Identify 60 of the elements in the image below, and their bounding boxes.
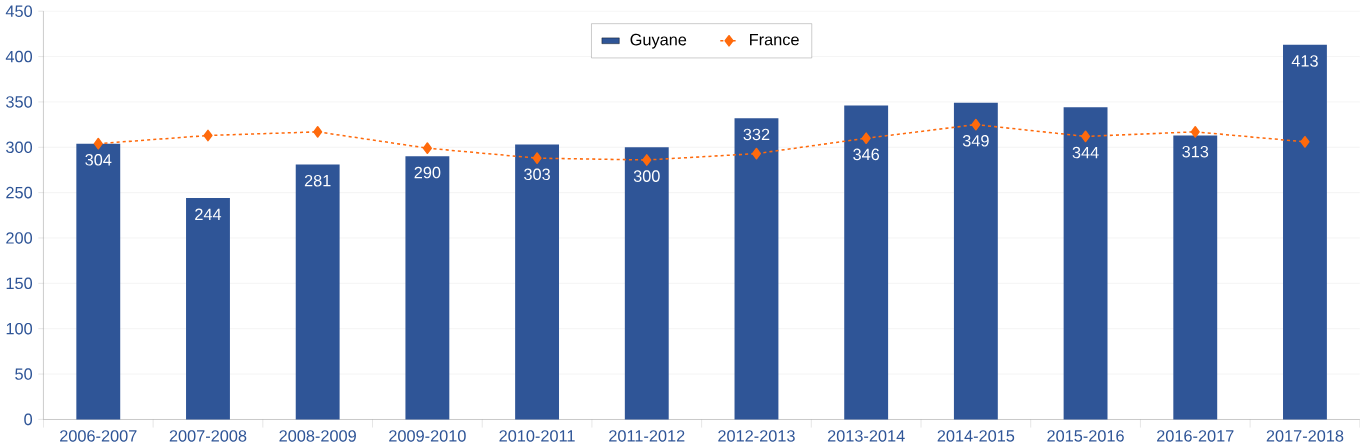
- bar: [734, 118, 779, 420]
- bar: [76, 143, 121, 420]
- x-tick-label: 2009-2010: [389, 430, 466, 442]
- data-label: 244: [195, 208, 222, 220]
- x-tick-label: 2008-2009: [279, 430, 356, 442]
- data-label: 413: [1291, 55, 1318, 67]
- bar: [405, 156, 450, 420]
- point: [203, 129, 213, 142]
- x-tick-label: 2016-2017: [1157, 430, 1234, 442]
- data-label: 332: [743, 128, 770, 141]
- data-label: 313: [1182, 145, 1209, 158]
- point: [1190, 125, 1200, 138]
- x-tick-label: 2017-2018: [1266, 430, 1344, 442]
- legend-label: Guyane: [630, 33, 687, 49]
- y-tick-label: 50: [15, 368, 33, 380]
- point: [313, 125, 323, 138]
- y-tick-label: 250: [6, 186, 33, 199]
- legend-label: France: [750, 33, 799, 46]
- y-tick-label: 450: [5, 5, 33, 17]
- data-label: 346: [853, 148, 880, 161]
- bar: [953, 102, 998, 420]
- data-label: 344: [1072, 146, 1099, 159]
- data-label: 300: [633, 170, 660, 182]
- bar: [1063, 107, 1108, 420]
- x-tick-label: 2015-2016: [1047, 430, 1124, 442]
- point: [532, 152, 542, 164]
- point: [861, 132, 871, 145]
- y-tick-label: 200: [6, 232, 33, 244]
- bar: [295, 164, 340, 420]
- bar: [1173, 135, 1218, 420]
- point: [422, 142, 432, 154]
- point: [1080, 130, 1091, 143]
- x-tick-label: 2011-2012: [609, 430, 685, 442]
- bar: [186, 198, 230, 420]
- y-tick-label: 400: [5, 50, 33, 63]
- x-tick-label: 2012-2013: [718, 430, 795, 442]
- x-tick-label: 2010-2011: [499, 430, 575, 442]
- data-label: 290: [414, 166, 441, 179]
- point: [971, 118, 981, 131]
- bar: [1283, 44, 1327, 420]
- data-label: 304: [85, 154, 112, 166]
- bar: [515, 144, 560, 420]
- bar: [624, 147, 669, 420]
- y-tick-label: 350: [6, 96, 33, 108]
- data-label: 281: [304, 174, 331, 187]
- x-tick-label: 2007-2008: [169, 430, 247, 442]
- x-tick-label: 2006-2007: [60, 430, 137, 442]
- data-label: 303: [524, 168, 550, 181]
- y-tick-label: 300: [6, 141, 33, 153]
- data-label: 349: [962, 134, 989, 147]
- x-tick-label: 2014-2015: [937, 430, 1015, 442]
- bar: [844, 105, 889, 420]
- point: [642, 154, 652, 166]
- y-tick-label: 0: [24, 413, 33, 426]
- y-tick-label: 150: [6, 277, 33, 290]
- y-tick-label: 100: [6, 322, 33, 335]
- x-tick-label: 2013-2014: [827, 430, 905, 442]
- point: [93, 137, 103, 150]
- point: [751, 147, 762, 160]
- point: [1300, 135, 1310, 148]
